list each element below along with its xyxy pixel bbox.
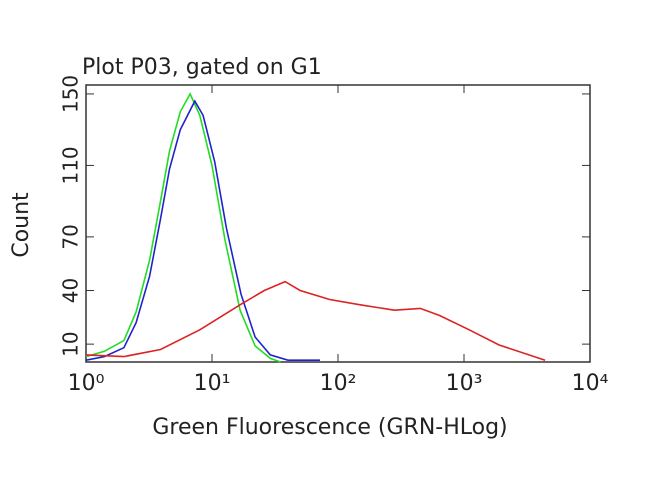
y-tick-label: 70 [59,224,83,249]
y-tick-label: 110 [59,146,83,184]
y-axis-label: Count [9,192,34,258]
x-tick-label: 10¹ [194,371,231,396]
x-tick-label: 10² [320,371,357,396]
plot-frame [85,84,591,363]
x-tick-label: 10⁰ [68,371,105,396]
chart-title: Plot P03, gated on G1 [82,55,322,80]
series-line [85,92,281,363]
series-line [85,280,546,361]
y-tick-label: 40 [59,278,83,303]
x-tick-label: 10⁴ [572,371,609,396]
y-tick-label: 10 [59,331,83,356]
x-tick-label: 10³ [446,371,483,396]
x-axis-label: Green Fluorescence (GRN-HLog) [152,415,507,440]
y-tick-label: 150 [59,75,83,113]
series-line [85,99,320,361]
